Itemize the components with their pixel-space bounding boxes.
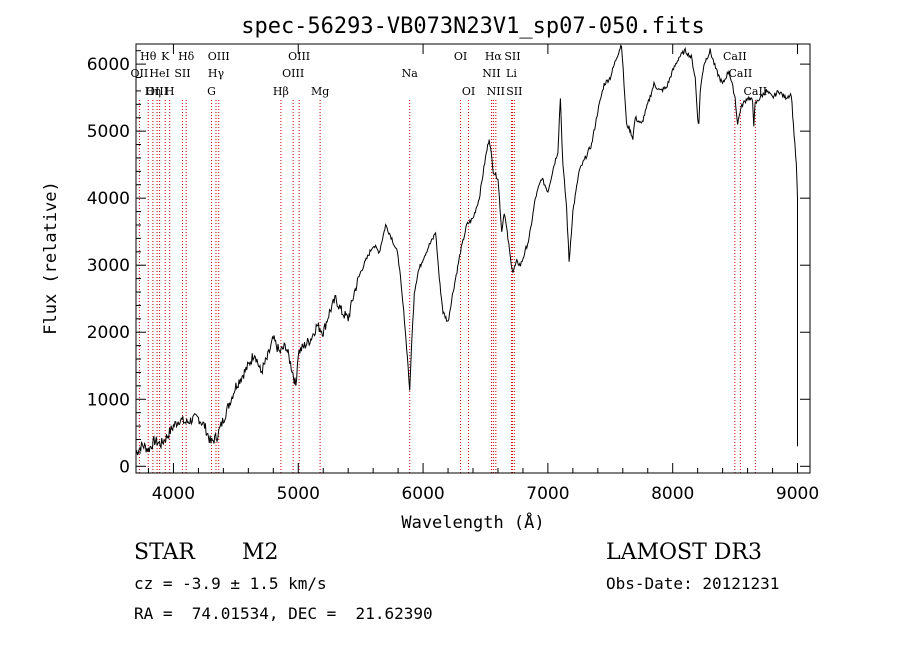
x-axis-label: Wavelength (Å)	[401, 511, 544, 533]
y-axis-label: Flux (relative)	[41, 181, 61, 335]
line-marker-label: OII	[131, 67, 149, 80]
line-marker-label: Hθ	[140, 50, 157, 63]
line-marker-label: Hγ	[208, 67, 225, 80]
y-tick-label: 3000	[87, 256, 130, 276]
coordinates: RA = 74.01534, DEC = 21.62390	[134, 604, 433, 623]
line-marker-label: Hβ	[273, 85, 289, 98]
spectrum-line	[135, 44, 798, 456]
line-marker-label: OIII	[288, 50, 310, 63]
line-marker-label: G	[207, 85, 216, 98]
y-tick-label: 0	[119, 457, 130, 477]
x-axis: 4000 5000 6000 7000 8000 9000	[147, 44, 819, 504]
object-class: STAR	[134, 540, 195, 565]
line-marker-label: SII	[174, 67, 190, 80]
x-tick-label: 9000	[776, 484, 819, 504]
line-marker-label: Li	[506, 67, 517, 80]
line-marker-label: CaII	[723, 50, 747, 63]
y-tick-label: 2000	[87, 323, 130, 343]
line-marker-label: Hα	[485, 50, 503, 63]
line-marker-label: Hδ	[178, 50, 195, 63]
line-marker-label: OIII	[208, 50, 230, 63]
line-marker-label: OI	[462, 85, 475, 98]
redshift-velocity: cz = -3.9 ± 1.5 km/s	[134, 574, 327, 593]
plot-frame	[135, 43, 811, 474]
y-tick-label: 5000	[87, 122, 130, 142]
line-marker-label: HeI	[149, 67, 169, 80]
line-marker-label: OI	[454, 50, 467, 63]
line-marker-label: NII	[482, 67, 500, 80]
line-marker-label: OIII	[146, 85, 168, 98]
y-tick-label: 4000	[87, 189, 130, 209]
line-marker-label: Mg	[311, 85, 329, 98]
object-subclass: M2	[242, 540, 279, 565]
line-marker-label: CaII	[743, 85, 767, 98]
line-marker-label: NII	[487, 85, 505, 98]
x-tick-label: 5000	[277, 484, 320, 504]
line-marker-label: CaII	[729, 67, 753, 80]
line-marker-label: H	[165, 85, 175, 98]
line-marker-label: K	[161, 50, 170, 63]
line-markers	[138, 100, 756, 473]
x-tick-label: 4000	[152, 484, 195, 504]
observation-date: Obs-Date: 20121231	[606, 574, 780, 593]
chart-title: spec-56293-VB073N23V1_sp07-050.fits	[241, 14, 705, 39]
y-tick-label: 1000	[87, 390, 130, 410]
x-tick-label: 7000	[526, 484, 569, 504]
line-marker-label: SII	[506, 85, 522, 98]
line-marker-label: SII	[504, 50, 520, 63]
y-tick-label: 6000	[87, 55, 130, 75]
survey-name: LAMOST DR3	[606, 540, 762, 565]
line-marker-label: OIII	[282, 67, 304, 80]
x-tick-label: 6000	[401, 484, 444, 504]
y-axis: 0 1000 2000 3000 4000 5000 6000	[87, 50, 810, 477]
x-tick-label: 8000	[651, 484, 694, 504]
line-marker-label: Hη	[145, 85, 161, 98]
line-marker-label: Na	[402, 67, 419, 80]
